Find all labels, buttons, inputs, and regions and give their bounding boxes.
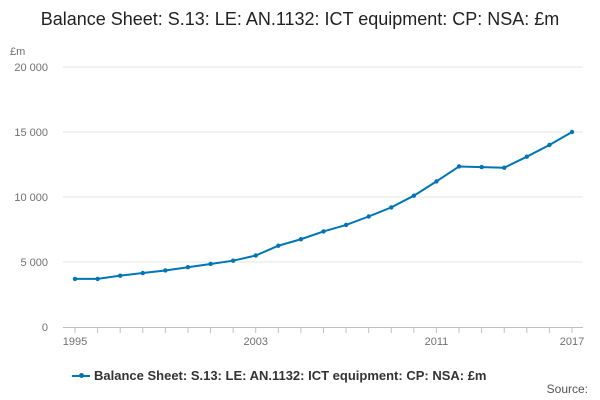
x-tick-label: 2003 <box>243 336 267 348</box>
data-point <box>253 253 258 258</box>
chart-title: Balance Sheet: S.13: LE: AN.1132: ICT eq… <box>40 9 560 29</box>
data-point <box>479 164 484 170</box>
data-point <box>389 205 394 210</box>
x-tick-label: 2017 <box>560 336 584 348</box>
data-point <box>95 276 100 282</box>
legend[interactable]: Balance Sheet: S.13: LE: AN.1132: ICT eq… <box>72 368 487 383</box>
x-tick-label: 2011 <box>425 336 449 348</box>
data-point <box>208 261 213 267</box>
data-point <box>163 268 168 273</box>
y-tick-label: 0 <box>42 322 48 334</box>
data-point <box>524 154 530 159</box>
data-point <box>547 142 552 148</box>
data-point <box>72 276 78 282</box>
data-point <box>276 243 281 248</box>
y-tick-label: 20 000 <box>14 62 48 74</box>
source-label: Source: <box>546 382 588 396</box>
data-point <box>502 165 507 170</box>
data-point <box>569 129 575 135</box>
y-tick-label: 10 000 <box>14 192 48 204</box>
y-tick-label: 5 000 <box>20 257 48 269</box>
data-point <box>298 237 304 242</box>
data-point <box>321 229 326 234</box>
data-point <box>185 265 191 270</box>
data-point <box>140 270 145 276</box>
data-point <box>434 179 439 184</box>
series-line <box>75 131 573 280</box>
legend-swatch-icon <box>72 372 90 378</box>
y-axis-unit-label: £m <box>10 46 26 58</box>
legend-label: Balance Sheet: S.13: LE: AN.1132: ICT eq… <box>94 368 487 383</box>
data-point <box>411 193 417 198</box>
data-point <box>366 214 371 219</box>
data-point <box>117 273 123 278</box>
x-tick-label: 1995 <box>63 336 87 348</box>
data-point <box>230 258 236 263</box>
data-point <box>343 222 349 228</box>
data-point <box>456 164 462 169</box>
y-tick-label: 15 000 <box>14 127 48 139</box>
legend-marker-icon <box>79 372 84 378</box>
